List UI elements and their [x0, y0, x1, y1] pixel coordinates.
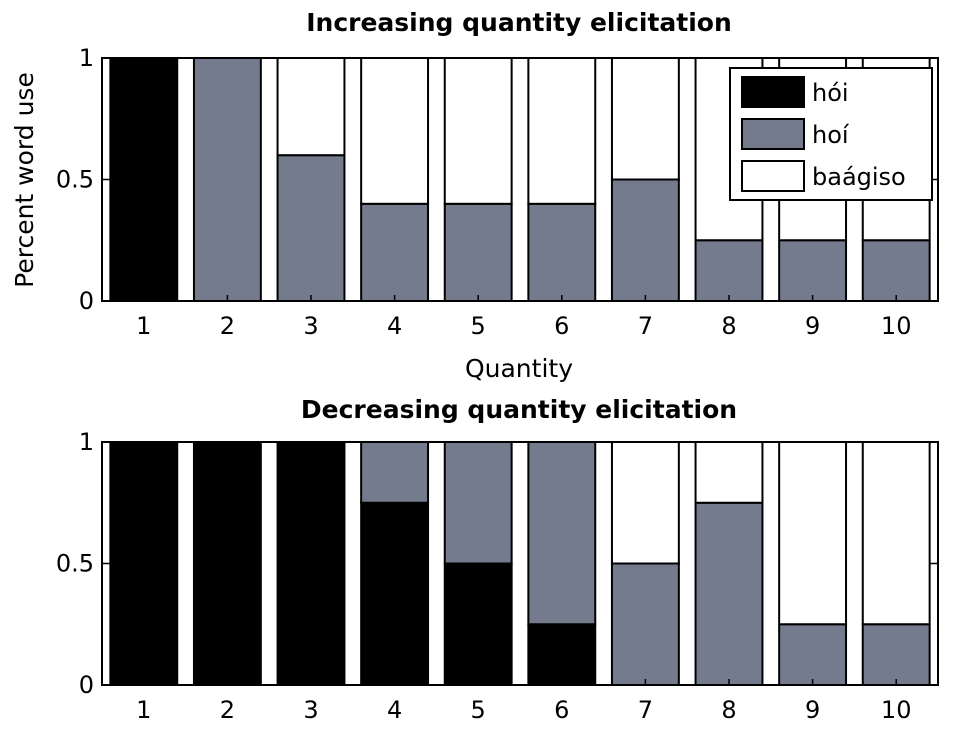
y-ticks: 00.51: [56, 44, 938, 315]
bar-segment: [861, 623, 931, 686]
bars-group: [109, 57, 931, 302]
bar-segment: [694, 239, 764, 302]
bar-segment: [276, 57, 346, 157]
bar-segment: [360, 501, 430, 686]
x-tick-label: 4: [387, 312, 402, 340]
bar-segment: [778, 239, 848, 302]
bar-segment: [276, 441, 346, 686]
bars-group: [109, 441, 931, 686]
x-tick-label: 1: [136, 312, 151, 340]
x-tick-label: 8: [721, 696, 736, 724]
bar-segment: [443, 441, 513, 565]
bar-segment: [610, 178, 680, 302]
bar-segment: [443, 57, 513, 205]
x-tick-label: 10: [881, 696, 912, 724]
y-ticks: 00.51: [56, 428, 938, 699]
x-tick-label: 3: [303, 312, 318, 340]
y-axis-label: Percent word use: [10, 72, 39, 288]
x-tick-label: 5: [471, 312, 486, 340]
x-tick-label: 1: [136, 696, 151, 724]
bar-segment: [192, 57, 262, 302]
y-tick-label: 0: [79, 671, 94, 699]
bar-segment: [527, 441, 597, 626]
y-tick-label: 0: [79, 287, 94, 315]
x-tick-label: 5: [471, 696, 486, 724]
legend: hói hoí baágiso: [729, 67, 933, 201]
y-tick-label: 0.5: [56, 166, 94, 194]
legend-label: baágiso: [812, 163, 906, 191]
bar-segment: [527, 623, 597, 686]
x-tick-label: 4: [387, 696, 402, 724]
bar-segment: [360, 441, 430, 504]
bar-segment: [610, 441, 680, 565]
chart-title: Increasing quantity elicitation: [306, 8, 732, 37]
x-axis-label: Quantity: [465, 354, 573, 383]
x-tick-label: 7: [638, 312, 653, 340]
legend-swatch: [741, 76, 805, 108]
legend-swatch: [741, 118, 805, 150]
bar-segment: [778, 441, 848, 626]
chart-title: Decreasing quantity elicitation: [301, 395, 737, 424]
legend-label: hói: [812, 79, 849, 107]
x-tick-label: 10: [881, 312, 912, 340]
legend-swatch: [741, 160, 805, 192]
bar-segment: [694, 501, 764, 686]
bar-segment: [276, 154, 346, 302]
bar-segment: [694, 441, 764, 504]
y-tick-label: 1: [79, 428, 94, 456]
legend-label: hoí: [812, 121, 850, 149]
y-tick-label: 0.5: [56, 550, 94, 578]
x-tick-label: 6: [554, 312, 569, 340]
bar-segment: [443, 202, 513, 302]
x-tick-label: 2: [220, 696, 235, 724]
bar-segment: [109, 441, 179, 686]
y-tick-label: 1: [79, 44, 94, 72]
x-ticks: 1 2 3 4 5 6 7 8 9 10: [136, 295, 911, 340]
bar-segment: [527, 57, 597, 205]
bar-segment: [778, 623, 848, 686]
bar-segment: [861, 441, 931, 626]
bar-segment: [610, 57, 680, 181]
x-ticks: 1 2 3 4 5 6 7 8 9 10: [136, 679, 911, 724]
bar-segment: [610, 562, 680, 686]
bar-segment: [360, 57, 430, 205]
x-tick-label: 9: [805, 696, 820, 724]
x-tick-label: 8: [721, 312, 736, 340]
x-tick-label: 2: [220, 312, 235, 340]
bar-segment: [360, 202, 430, 302]
x-tick-label: 3: [303, 696, 318, 724]
bar-segment: [192, 441, 262, 686]
bar-segment: [861, 239, 931, 302]
x-tick-label: 6: [554, 696, 569, 724]
bar-segment: [443, 562, 513, 686]
bar-segment: [109, 57, 179, 302]
x-tick-label: 9: [805, 312, 820, 340]
x-tick-label: 7: [638, 696, 653, 724]
bar-segment: [527, 202, 597, 302]
